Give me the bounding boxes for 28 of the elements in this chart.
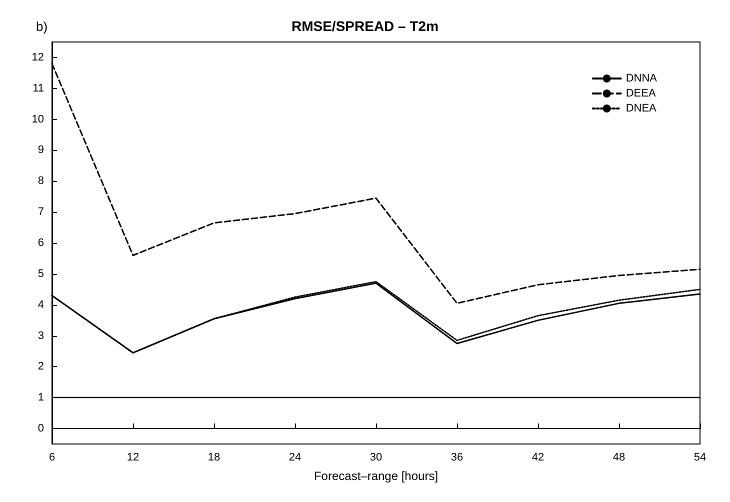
y-tick-label: 2 xyxy=(38,360,44,373)
text: b) xyxy=(36,19,48,34)
y-tick-label: 6 xyxy=(38,237,44,249)
x-tick-label: 30 xyxy=(370,452,382,464)
y-tick-label: 3 xyxy=(38,330,44,342)
x-tick-label: 42 xyxy=(532,452,544,464)
x-tick-label: 24 xyxy=(288,452,302,464)
y-tick-label: 7 xyxy=(38,206,44,218)
x-tick-label: 12 xyxy=(126,452,140,464)
y-tick-label: 5 xyxy=(38,268,44,280)
y-tick-label: 4 xyxy=(38,298,44,311)
y-tick-label: 9 xyxy=(38,144,44,156)
x-axis-title: Forecast–range [hours] xyxy=(314,469,438,483)
x-tick-label: 36 xyxy=(450,452,464,464)
legend-label: DNNA xyxy=(626,72,658,84)
y-tick-label: 8 xyxy=(38,175,44,188)
y-tick-label: 11 xyxy=(32,82,44,94)
y-tick-label: 0 xyxy=(38,422,44,435)
y-tick-label: 12 xyxy=(32,51,44,64)
y-tick-label: 1 xyxy=(38,392,44,404)
legend-label: DEEA xyxy=(626,88,656,100)
x-tick-label: 48 xyxy=(612,452,626,464)
chart-title: RMSE/SPREAD – T2m xyxy=(291,18,439,34)
x-tick-label: 18 xyxy=(208,452,220,464)
legend-label: DNEA xyxy=(626,102,658,114)
y-tick-label: 10 xyxy=(32,113,44,126)
x-tick-label: 54 xyxy=(694,452,706,464)
x-tick-label: 6 xyxy=(48,452,56,464)
